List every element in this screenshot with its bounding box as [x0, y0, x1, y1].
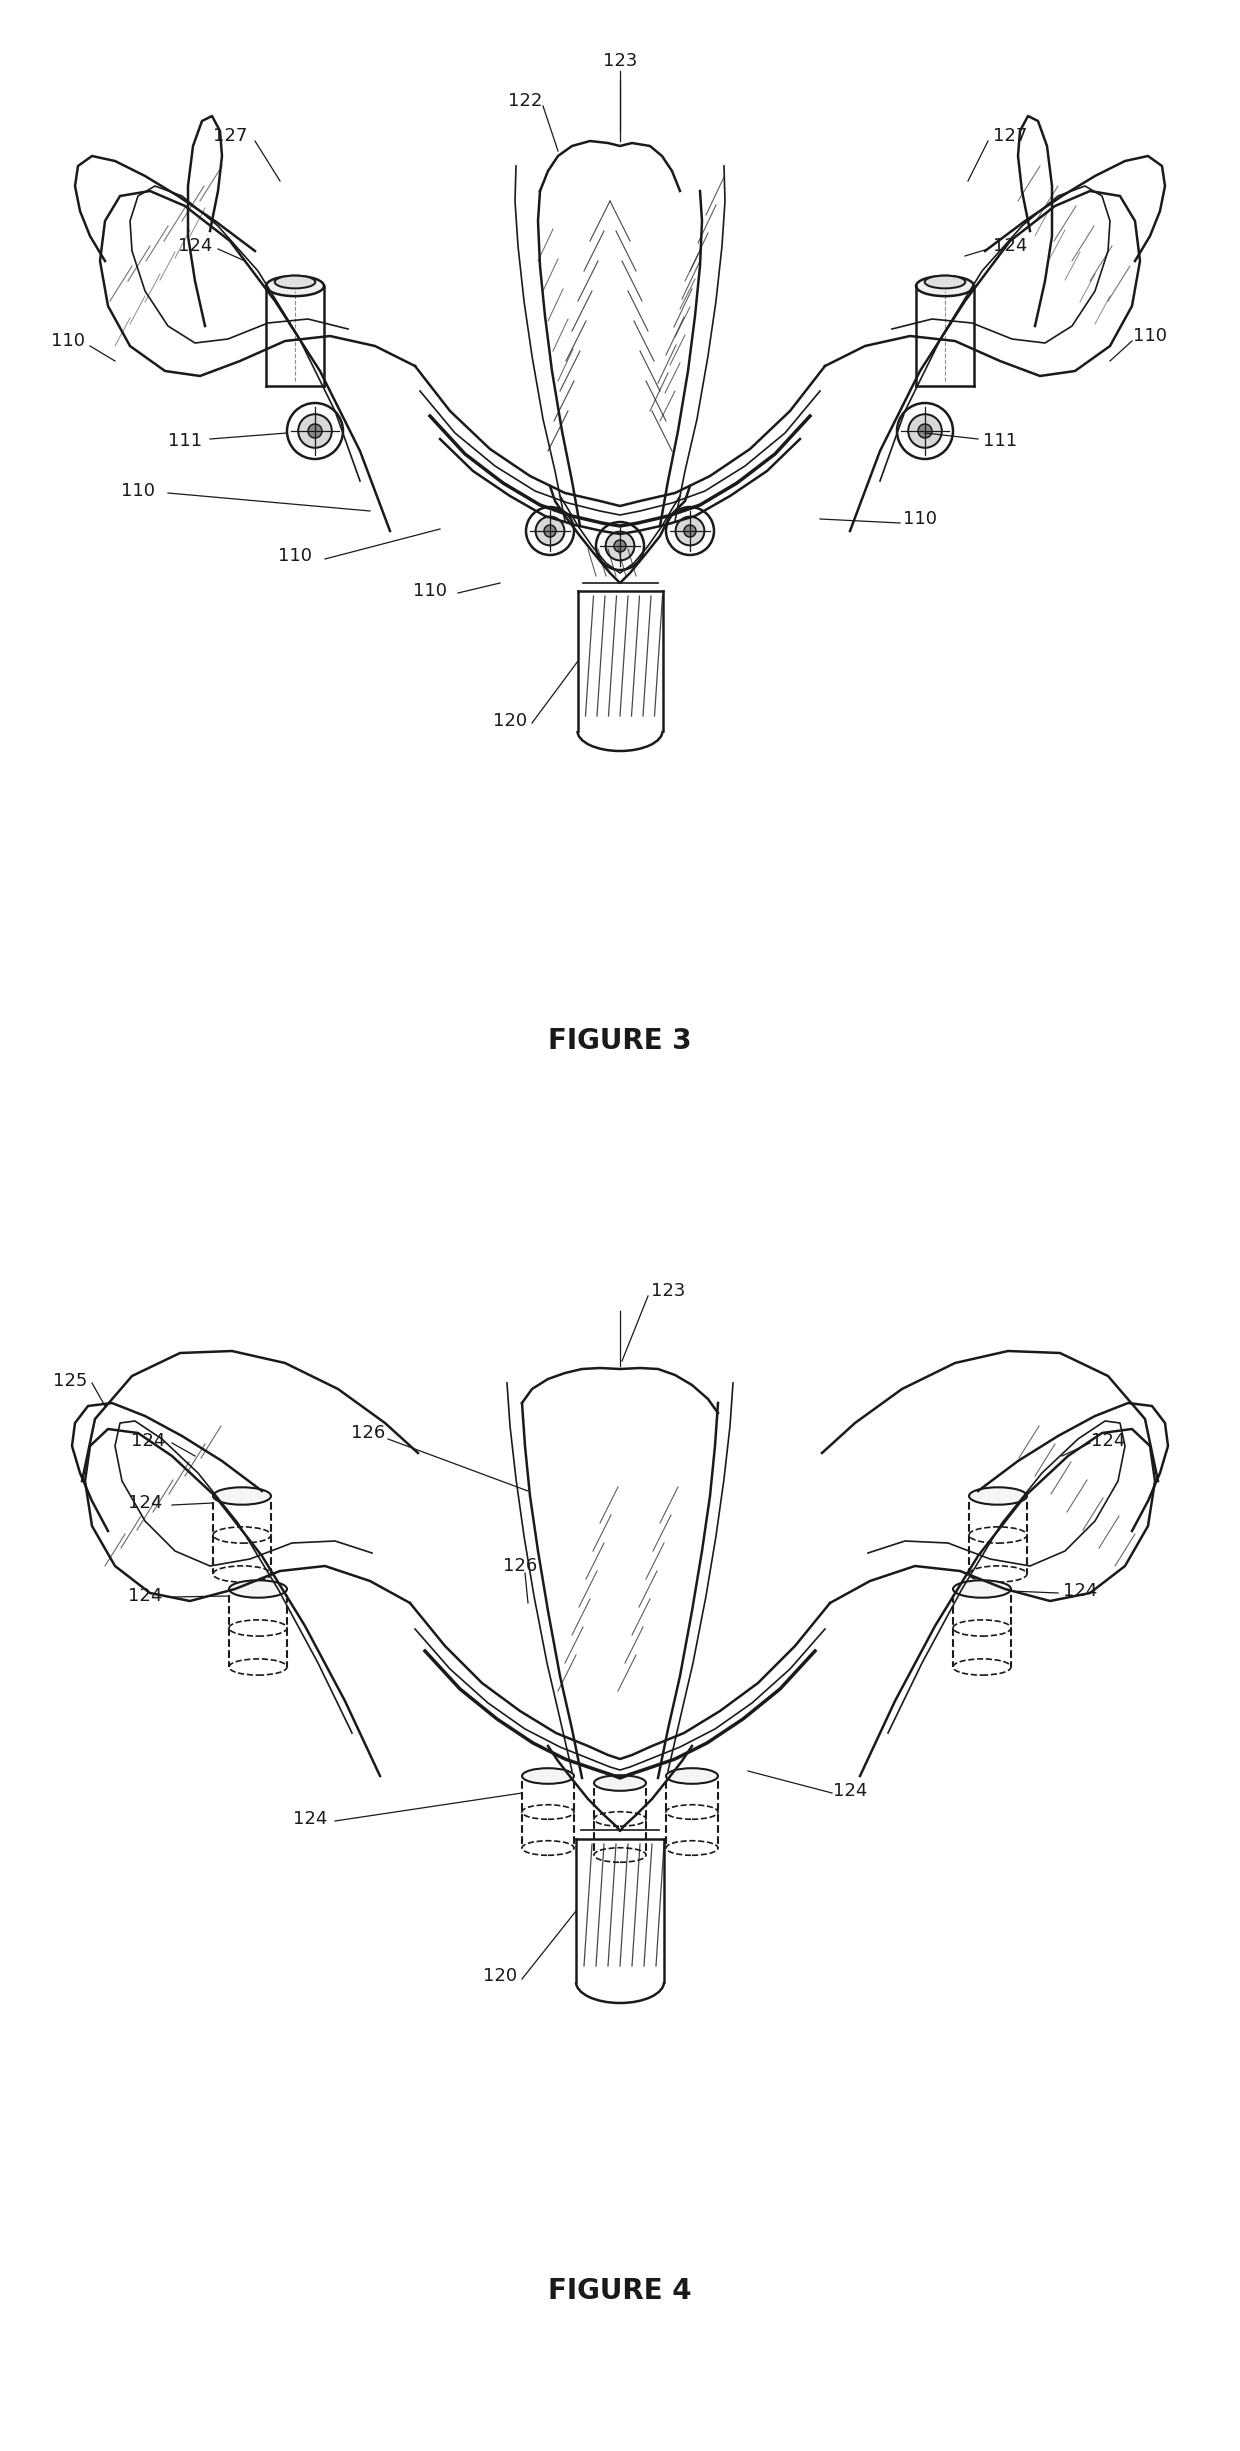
Ellipse shape [213, 1488, 272, 1505]
Ellipse shape [925, 275, 965, 289]
Circle shape [676, 517, 704, 547]
Text: 123: 123 [603, 51, 637, 71]
Text: 120: 120 [494, 711, 527, 730]
Text: 110: 110 [122, 483, 155, 500]
Text: 124: 124 [1091, 1431, 1125, 1451]
Circle shape [614, 539, 626, 551]
Text: 111: 111 [167, 431, 202, 451]
Ellipse shape [229, 1581, 286, 1598]
Ellipse shape [594, 1775, 646, 1792]
Text: FIGURE 3: FIGURE 3 [548, 1027, 692, 1054]
Circle shape [536, 517, 564, 547]
Text: 124: 124 [293, 1809, 327, 1828]
Text: 127: 127 [213, 127, 247, 145]
Text: 110: 110 [413, 581, 446, 600]
Circle shape [684, 525, 696, 537]
Circle shape [596, 522, 644, 571]
Circle shape [666, 507, 714, 554]
Text: 124: 124 [833, 1782, 867, 1799]
Text: 111: 111 [983, 431, 1017, 451]
Circle shape [298, 414, 332, 449]
Circle shape [605, 532, 635, 561]
Circle shape [286, 402, 343, 458]
Ellipse shape [267, 277, 324, 297]
Ellipse shape [968, 1488, 1027, 1505]
Text: FIGURE 4: FIGURE 4 [548, 2277, 692, 2304]
Text: 124: 124 [177, 238, 212, 255]
Text: 124: 124 [128, 1586, 162, 1605]
Circle shape [908, 414, 942, 449]
Ellipse shape [666, 1767, 718, 1784]
Text: 110: 110 [278, 547, 312, 566]
Text: 122: 122 [508, 93, 542, 110]
Text: 110: 110 [903, 510, 937, 527]
Text: 126: 126 [351, 1424, 386, 1441]
Text: 110: 110 [1133, 326, 1167, 346]
Ellipse shape [275, 275, 315, 289]
Text: 124: 124 [993, 238, 1027, 255]
Circle shape [526, 507, 574, 554]
Text: 110: 110 [51, 331, 86, 350]
Ellipse shape [522, 1767, 574, 1784]
Text: 124: 124 [128, 1495, 162, 1512]
Circle shape [897, 402, 954, 458]
Circle shape [918, 424, 932, 439]
Text: 123: 123 [651, 1282, 686, 1299]
Ellipse shape [916, 277, 973, 297]
Text: 127: 127 [993, 127, 1027, 145]
Circle shape [544, 525, 556, 537]
Text: 124: 124 [1063, 1581, 1097, 1601]
Circle shape [308, 424, 322, 439]
Text: 124: 124 [130, 1431, 165, 1451]
Text: 126: 126 [503, 1556, 537, 1576]
Text: 120: 120 [482, 1968, 517, 1985]
Ellipse shape [954, 1581, 1011, 1598]
Text: 125: 125 [53, 1373, 87, 1390]
